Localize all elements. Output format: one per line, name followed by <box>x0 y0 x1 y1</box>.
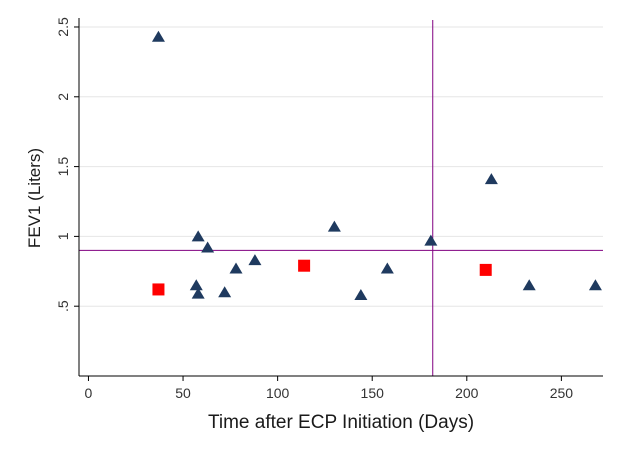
triangle-point <box>201 241 215 253</box>
x-tick-label: 100 <box>266 385 290 401</box>
x-tick-label: 200 <box>455 385 479 401</box>
triangle-point <box>229 262 243 274</box>
y-tick-label: 1.5 <box>55 157 71 177</box>
triangle-point <box>189 279 203 291</box>
y-axis-title: FEV1 (Liters) <box>25 148 44 248</box>
x-tick-label: 50 <box>175 385 191 401</box>
triangle-point <box>151 30 165 42</box>
square-point <box>152 283 165 296</box>
triangle-point <box>484 173 498 185</box>
triangle-point <box>191 287 205 299</box>
triangle-point <box>327 220 341 232</box>
triangle-point <box>218 286 232 298</box>
x-tick-label: 150 <box>361 385 385 401</box>
square-point <box>479 263 492 276</box>
triangle-point <box>354 289 368 301</box>
y-tick-label: .5 <box>55 300 71 312</box>
triangle-point <box>424 234 438 246</box>
square-point <box>298 259 311 272</box>
y-tick-label: 2 <box>55 93 71 101</box>
triangle-point <box>588 279 602 291</box>
x-axis-title: Time after ECP Initiation (Days) <box>208 412 474 433</box>
x-tick-label: 0 <box>85 385 93 401</box>
x-tick-label: 250 <box>550 385 574 401</box>
triangle-point <box>380 262 394 274</box>
triangle-point <box>248 254 262 266</box>
y-tick-label: 2.5 <box>55 17 71 37</box>
y-tick-label: 1 <box>55 232 71 240</box>
triangle-point <box>191 230 205 242</box>
triangle-point <box>522 279 536 291</box>
